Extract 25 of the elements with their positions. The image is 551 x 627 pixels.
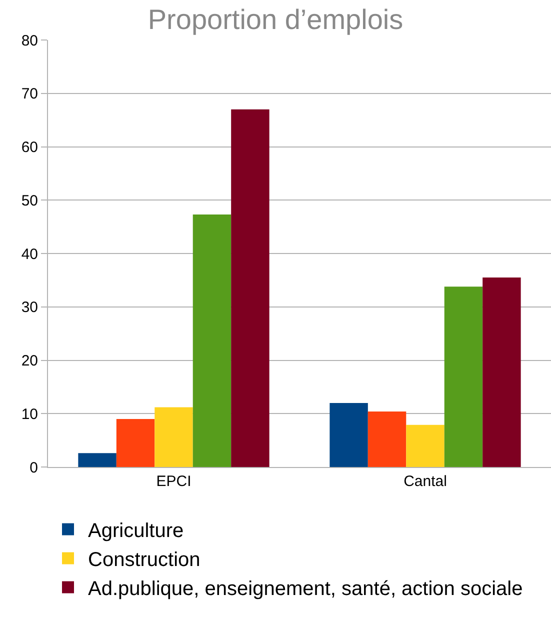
y-tick-label: 0 (30, 459, 38, 476)
bar (116, 418, 155, 467)
y-tick-label: 40 (21, 246, 38, 263)
bar (192, 214, 232, 467)
x-tick-label: Cantal (404, 473, 447, 490)
y-tick-label: 60 (21, 139, 38, 156)
y-tick-label: 70 (21, 86, 38, 103)
bar (231, 109, 270, 467)
legend-label: Construction (88, 549, 200, 571)
bar (330, 402, 368, 467)
bar (154, 407, 193, 467)
chart-title: Proportion d’emplois (148, 4, 404, 36)
x-tick-label: EPCI (156, 473, 192, 490)
y-tick-label: 20 (21, 352, 38, 370)
y-tick-label: 80 (21, 32, 38, 50)
y-tick-label: 30 (21, 299, 38, 316)
legend-label: Ad.publique, enseignement, santé, action sociale (88, 578, 523, 600)
legend-label: Agriculture (88, 520, 184, 542)
y-tick-label: 10 (21, 406, 38, 423)
bar (406, 424, 444, 467)
bar (78, 453, 116, 467)
bar (444, 286, 483, 467)
y-tick-label: 50 (21, 192, 38, 210)
bar (482, 278, 521, 467)
bar (368, 411, 406, 467)
